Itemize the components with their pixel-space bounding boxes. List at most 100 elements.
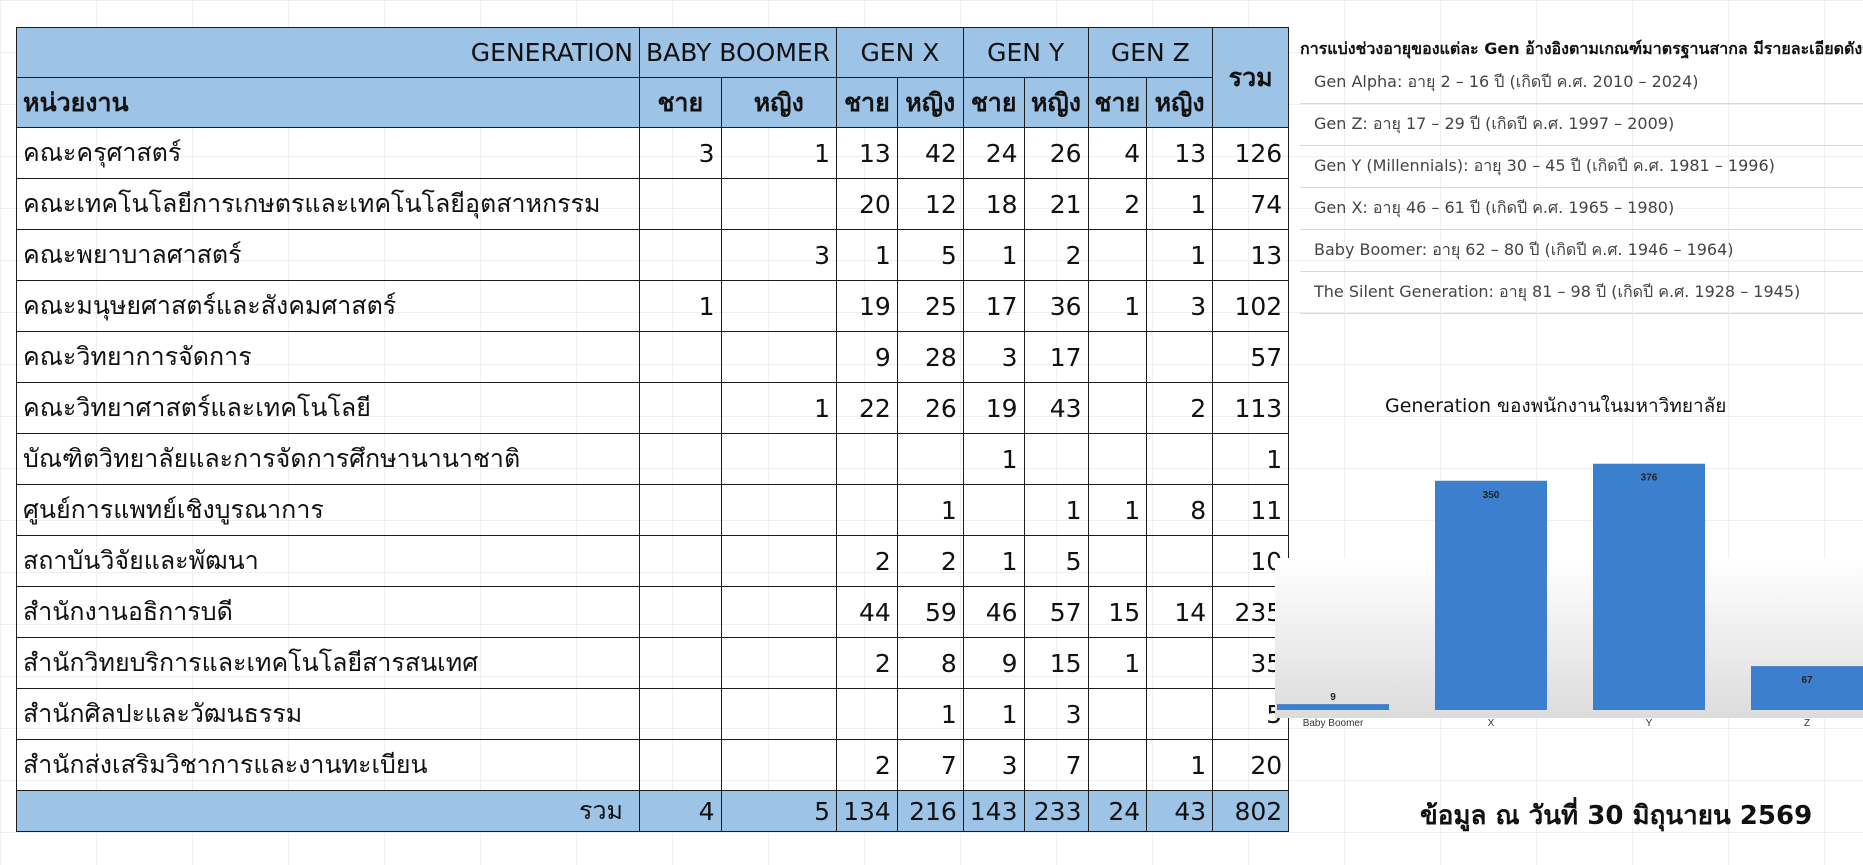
count-cell[interactable]: [720, 688, 838, 740]
count-cell[interactable]: 7: [896, 739, 964, 791]
bar-z[interactable]: [1751, 666, 1863, 710]
count-cell[interactable]: 2: [1087, 178, 1148, 230]
total-cell[interactable]: 233: [1023, 790, 1089, 832]
count-cell[interactable]: 46: [962, 586, 1025, 638]
count-cell[interactable]: 20: [836, 178, 898, 230]
count-cell[interactable]: 3: [1023, 688, 1089, 740]
count-cell[interactable]: [1087, 739, 1148, 791]
count-cell[interactable]: [720, 433, 838, 485]
count-cell[interactable]: 25: [896, 280, 964, 332]
unit-name-cell[interactable]: คณะมนุษยศาสตร์และสังคมศาสตร์: [16, 280, 640, 332]
count-cell[interactable]: 26: [896, 382, 964, 434]
unit-name-cell[interactable]: สำนักงานอธิการบดี: [16, 586, 640, 638]
count-cell[interactable]: [836, 484, 898, 536]
unit-name-cell[interactable]: คณะพยาบาลศาสตร์: [16, 229, 640, 281]
count-cell[interactable]: 2: [1146, 382, 1214, 434]
count-cell[interactable]: 1: [896, 484, 964, 536]
row-total-cell[interactable]: 102: [1212, 280, 1290, 332]
count-cell[interactable]: 7: [1023, 739, 1089, 791]
unit-name-cell[interactable]: คณะวิทยาการจัดการ: [16, 331, 640, 383]
unit-name-cell[interactable]: สำนักวิทยบริการและเทคโนโลยีสารสนเทศ: [16, 637, 640, 689]
unit-name-cell[interactable]: คณะเทคโนโลยีการเกษตรและเทคโนโลยีอุตสาหกร…: [16, 178, 640, 230]
count-cell[interactable]: 1: [720, 127, 838, 179]
count-cell[interactable]: 1: [962, 688, 1025, 740]
count-cell[interactable]: 18: [962, 178, 1025, 230]
count-cell[interactable]: 1: [639, 280, 722, 332]
row-total-cell[interactable]: 11: [1212, 484, 1290, 536]
count-cell[interactable]: [639, 688, 722, 740]
count-cell[interactable]: [639, 586, 722, 638]
count-cell[interactable]: 8: [896, 637, 964, 689]
count-cell[interactable]: [720, 484, 838, 536]
count-cell[interactable]: [720, 586, 838, 638]
count-cell[interactable]: 36: [1023, 280, 1089, 332]
count-cell[interactable]: 21: [1023, 178, 1089, 230]
total-cell[interactable]: 5: [720, 790, 838, 832]
count-cell[interactable]: 2: [896, 535, 964, 587]
count-cell[interactable]: [1146, 688, 1214, 740]
unit-name-cell[interactable]: สำนักศิลปะและวัฒนธรรม: [16, 688, 640, 740]
count-cell[interactable]: 1: [1023, 484, 1089, 536]
grand-total-cell[interactable]: 802: [1212, 790, 1290, 832]
unit-name-cell[interactable]: คณะวิทยาศาสตร์และเทคโนโลยี: [16, 382, 640, 434]
count-cell[interactable]: 1: [1146, 178, 1214, 230]
count-cell[interactable]: 2: [1023, 229, 1089, 281]
count-cell[interactable]: 4: [1087, 127, 1148, 179]
count-cell[interactable]: 2: [836, 535, 898, 587]
count-cell[interactable]: 3: [962, 739, 1025, 791]
count-cell[interactable]: 59: [896, 586, 964, 638]
total-cell[interactable]: 216: [896, 790, 964, 832]
count-cell[interactable]: [1146, 535, 1214, 587]
count-cell[interactable]: 2: [836, 739, 898, 791]
count-cell[interactable]: 1: [1146, 229, 1214, 281]
count-cell[interactable]: 17: [1023, 331, 1089, 383]
count-cell[interactable]: 1: [962, 535, 1025, 587]
count-cell[interactable]: [639, 535, 722, 587]
count-cell[interactable]: [639, 178, 722, 230]
count-cell[interactable]: 14: [1146, 586, 1214, 638]
count-cell[interactable]: 1: [836, 229, 898, 281]
count-cell[interactable]: 3: [962, 331, 1025, 383]
count-cell[interactable]: [639, 382, 722, 434]
count-cell[interactable]: [1087, 688, 1148, 740]
count-cell[interactable]: 15: [1023, 637, 1089, 689]
bar-x[interactable]: [1435, 480, 1547, 710]
count-cell[interactable]: [720, 331, 838, 383]
count-cell[interactable]: [896, 433, 964, 485]
count-cell[interactable]: [1087, 433, 1148, 485]
count-cell[interactable]: 17: [962, 280, 1025, 332]
count-cell[interactable]: 19: [962, 382, 1025, 434]
count-cell[interactable]: 8: [1146, 484, 1214, 536]
count-cell[interactable]: [639, 637, 722, 689]
total-cell[interactable]: 134: [836, 790, 898, 832]
count-cell[interactable]: 26: [1023, 127, 1089, 179]
count-cell[interactable]: 1: [1146, 739, 1214, 791]
unit-name-cell[interactable]: สำนักส่งเสริมวิชาการและงานทะเบียน: [16, 739, 640, 791]
count-cell[interactable]: 28: [896, 331, 964, 383]
count-cell[interactable]: 12: [896, 178, 964, 230]
unit-name-cell[interactable]: คณะครุศาสตร์: [16, 127, 640, 179]
count-cell[interactable]: [639, 433, 722, 485]
count-cell[interactable]: [1146, 637, 1214, 689]
row-total-cell[interactable]: 113: [1212, 382, 1290, 434]
count-cell[interactable]: 44: [836, 586, 898, 638]
total-cell[interactable]: 24: [1087, 790, 1148, 832]
count-cell[interactable]: 13: [1146, 127, 1214, 179]
count-cell[interactable]: [1087, 331, 1148, 383]
count-cell[interactable]: [639, 331, 722, 383]
count-cell[interactable]: [639, 484, 722, 536]
count-cell[interactable]: 13: [836, 127, 898, 179]
count-cell[interactable]: [1146, 331, 1214, 383]
count-cell[interactable]: 3: [1146, 280, 1214, 332]
count-cell[interactable]: 3: [720, 229, 838, 281]
total-cell[interactable]: 4: [639, 790, 722, 832]
count-cell[interactable]: 5: [896, 229, 964, 281]
count-cell[interactable]: [1023, 433, 1089, 485]
count-cell[interactable]: 42: [896, 127, 964, 179]
count-cell[interactable]: [1087, 229, 1148, 281]
count-cell[interactable]: 15: [1087, 586, 1148, 638]
total-cell[interactable]: 143: [962, 790, 1025, 832]
count-cell[interactable]: 43: [1023, 382, 1089, 434]
count-cell[interactable]: 1: [720, 382, 838, 434]
count-cell[interactable]: 22: [836, 382, 898, 434]
